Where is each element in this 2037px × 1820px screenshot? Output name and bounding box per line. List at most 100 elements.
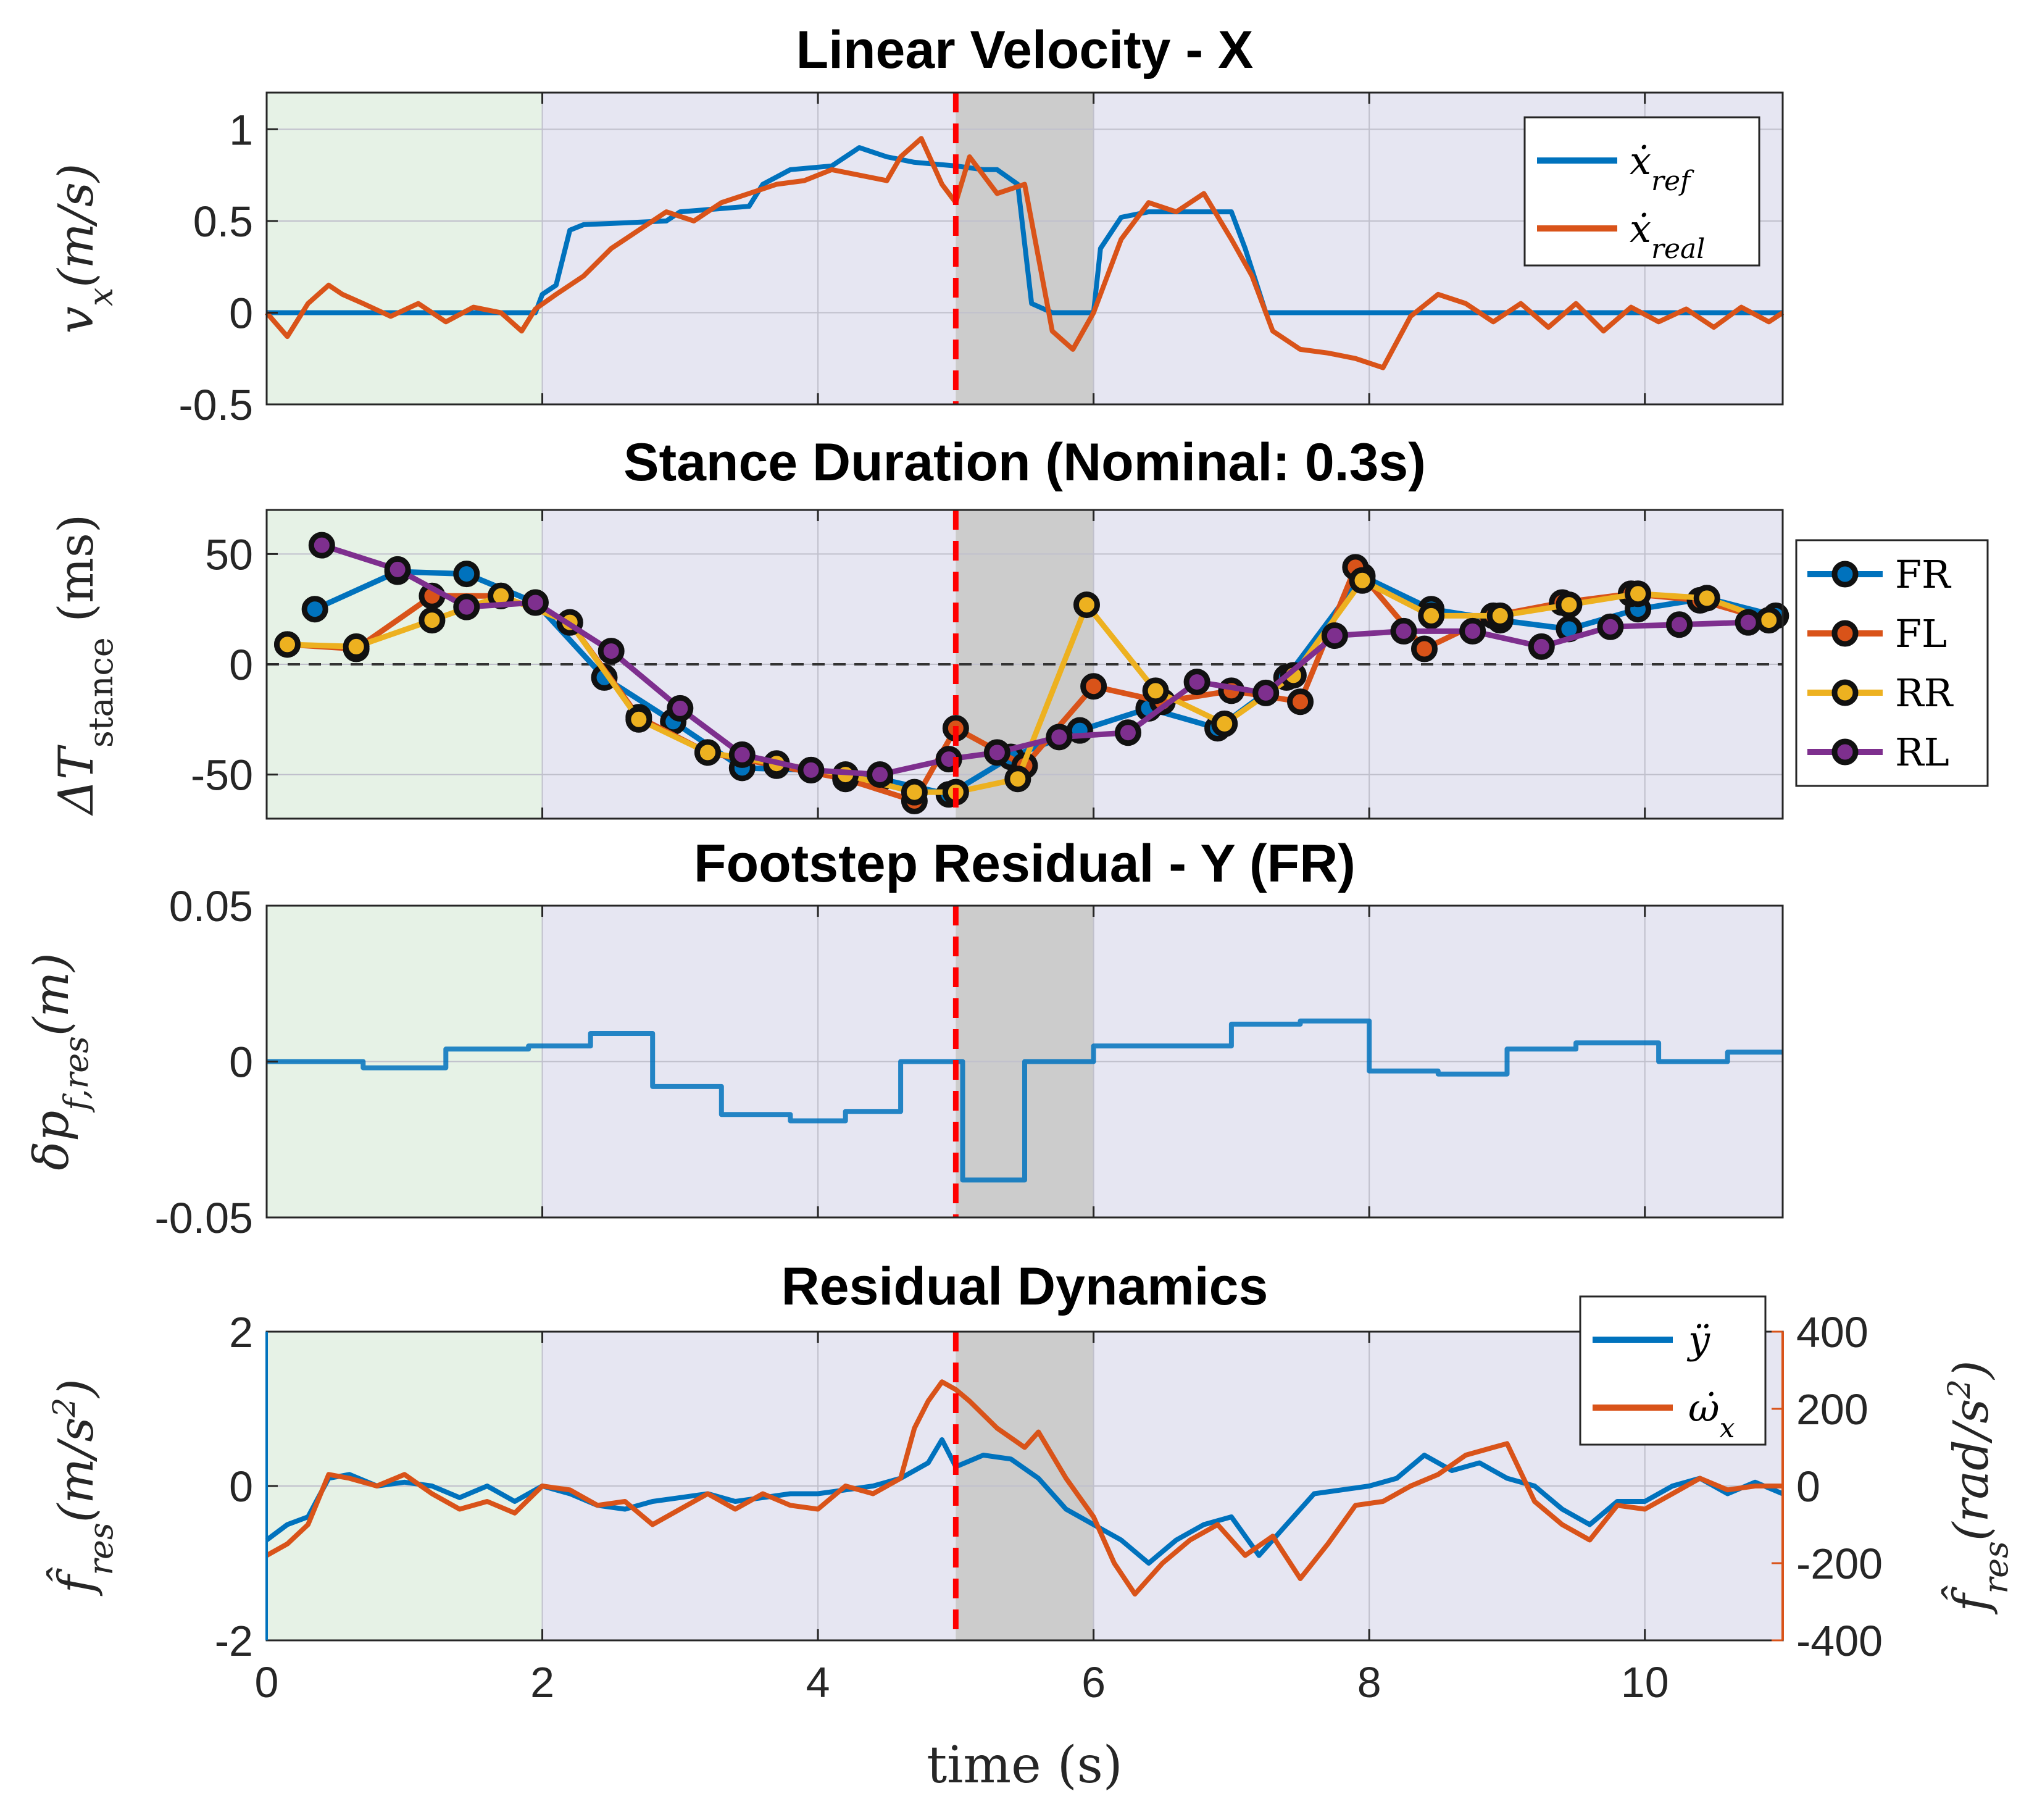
legend-label: ẋref xyxy=(1630,138,1694,197)
chart-title: Residual Dynamics xyxy=(781,1257,1268,1316)
data-point xyxy=(694,739,721,766)
legend-box xyxy=(1579,1295,1767,1446)
data-point xyxy=(453,593,480,620)
y-tick-label: 0.5 xyxy=(193,198,253,246)
data-point xyxy=(1486,602,1514,629)
x-tick-label: 0 xyxy=(255,1658,279,1706)
series-line-real xyxy=(264,136,1785,370)
x-tick-label: 6 xyxy=(1081,1658,1106,1706)
y-tick-label: 0 xyxy=(229,1463,253,1511)
data-point xyxy=(1418,602,1445,629)
x-axis-label: time (s) xyxy=(927,1736,1123,1795)
legend-marker xyxy=(1831,738,1859,766)
legend-label: ÿ xyxy=(1686,1317,1710,1363)
y-tick-label-right: -200 xyxy=(1796,1540,1883,1588)
data-point xyxy=(343,633,370,660)
y-tick-label: -50 xyxy=(191,751,253,799)
legend-marker xyxy=(1831,620,1859,647)
chart-title: Stance Duration (Nominal: 0.3s) xyxy=(623,433,1426,492)
legend-residual: ÿ ω̇x xyxy=(1579,1295,1767,1446)
data-point xyxy=(1666,611,1693,638)
legend-velocity: ẋref ẋreal xyxy=(1523,116,1760,267)
data-point xyxy=(1004,766,1031,793)
data-point xyxy=(1390,617,1417,645)
data-point xyxy=(419,607,446,634)
chart-title: Linear Velocity - X xyxy=(796,20,1254,80)
data-point xyxy=(522,589,549,616)
data-point xyxy=(308,532,335,559)
data-point xyxy=(1556,591,1583,619)
data-point xyxy=(798,756,825,783)
y-tick-label: 50 xyxy=(205,530,253,578)
data-point xyxy=(1410,635,1438,662)
x-tick-label: 8 xyxy=(1357,1658,1381,1706)
legend-label: RR xyxy=(1895,670,1954,716)
data-point xyxy=(1183,669,1210,696)
data-point xyxy=(598,638,625,665)
data-point xyxy=(1735,609,1762,636)
legend-stance: FR FL RR RL xyxy=(1795,539,1989,787)
y-axis-label-right: f̂res(rad/s2) xyxy=(1941,1360,2015,1614)
data-point xyxy=(983,739,1010,766)
y-tick-label: 0 xyxy=(229,641,253,689)
data-point xyxy=(1528,633,1555,660)
y-axis-label: vx(m/s) xyxy=(49,164,120,334)
y-tick-label: -0.05 xyxy=(154,1194,253,1242)
initial-region xyxy=(267,93,543,404)
x-tick-label: 10 xyxy=(1621,1658,1669,1706)
y-tick-label-right: 400 xyxy=(1796,1308,1868,1356)
panel-4: -2 0 2 -400 -200 0 200 400 Residual Dynamics xyxy=(215,1257,1883,1665)
legend-marker xyxy=(1831,679,1859,706)
y-axis-label: δpf,res(m) xyxy=(24,953,96,1170)
legend-label: ω̇x xyxy=(1688,1385,1735,1444)
x-tick-label: 4 xyxy=(806,1658,830,1706)
y-tick-label: -2 xyxy=(215,1617,253,1665)
x-tick-label: 2 xyxy=(530,1658,554,1706)
series-line-RL xyxy=(320,542,1749,778)
data-point xyxy=(1321,622,1348,649)
legend-marker xyxy=(1831,561,1859,588)
data-point xyxy=(1211,710,1238,737)
y-tick-label-right: -400 xyxy=(1796,1617,1883,1665)
chart-title: Footstep Residual - Y (FR) xyxy=(694,834,1356,893)
axes-box xyxy=(265,91,1784,406)
y-tick-label: 0 xyxy=(229,1038,253,1087)
legend-label: FL xyxy=(1895,611,1947,656)
data-point xyxy=(1114,719,1141,746)
y-axis-label: ΔTstance (ms) xyxy=(49,514,120,817)
y-tick-label: -0.5 xyxy=(178,381,253,429)
data-point xyxy=(901,779,928,806)
data-point xyxy=(453,561,480,588)
panel-3: -0.05 0 0.05 Footstep Residual - Y (FR) xyxy=(154,834,1784,1242)
data-point xyxy=(273,631,301,658)
data-point xyxy=(301,596,328,623)
series-line-s0 xyxy=(267,1018,1783,1183)
series-line-x xyxy=(265,1379,1783,1597)
data-point xyxy=(384,556,411,583)
y-tick-label: 0 xyxy=(229,289,253,337)
y-tick-label-right: 0 xyxy=(1796,1463,1820,1511)
data-point xyxy=(1080,673,1107,700)
data-point xyxy=(867,761,894,788)
series-line-s0 xyxy=(265,1437,1784,1566)
y-tick-label: 0.05 xyxy=(169,882,253,930)
legend-label: ẋreal xyxy=(1630,206,1705,265)
panel-2: -50 0 50 Stance Duration (Nominal: 0.3s) xyxy=(191,433,1789,820)
data-point xyxy=(1142,677,1169,704)
data-point xyxy=(1287,688,1314,716)
data-point xyxy=(1625,580,1652,607)
legend-box xyxy=(1523,116,1760,267)
data-point xyxy=(667,695,694,722)
legend-label: FR xyxy=(1895,552,1952,597)
data-point xyxy=(1459,617,1486,645)
y-tick-label: 2 xyxy=(229,1308,253,1356)
data-point xyxy=(1073,591,1100,619)
data-point xyxy=(625,706,652,733)
y-axis-label: f̂res(m/s2) xyxy=(46,1379,120,1596)
data-point xyxy=(1756,607,1783,634)
data-point xyxy=(1693,585,1720,612)
legend-label: RL xyxy=(1895,730,1949,775)
y-tick-label-right: 200 xyxy=(1796,1385,1868,1434)
data-point xyxy=(1597,613,1624,640)
